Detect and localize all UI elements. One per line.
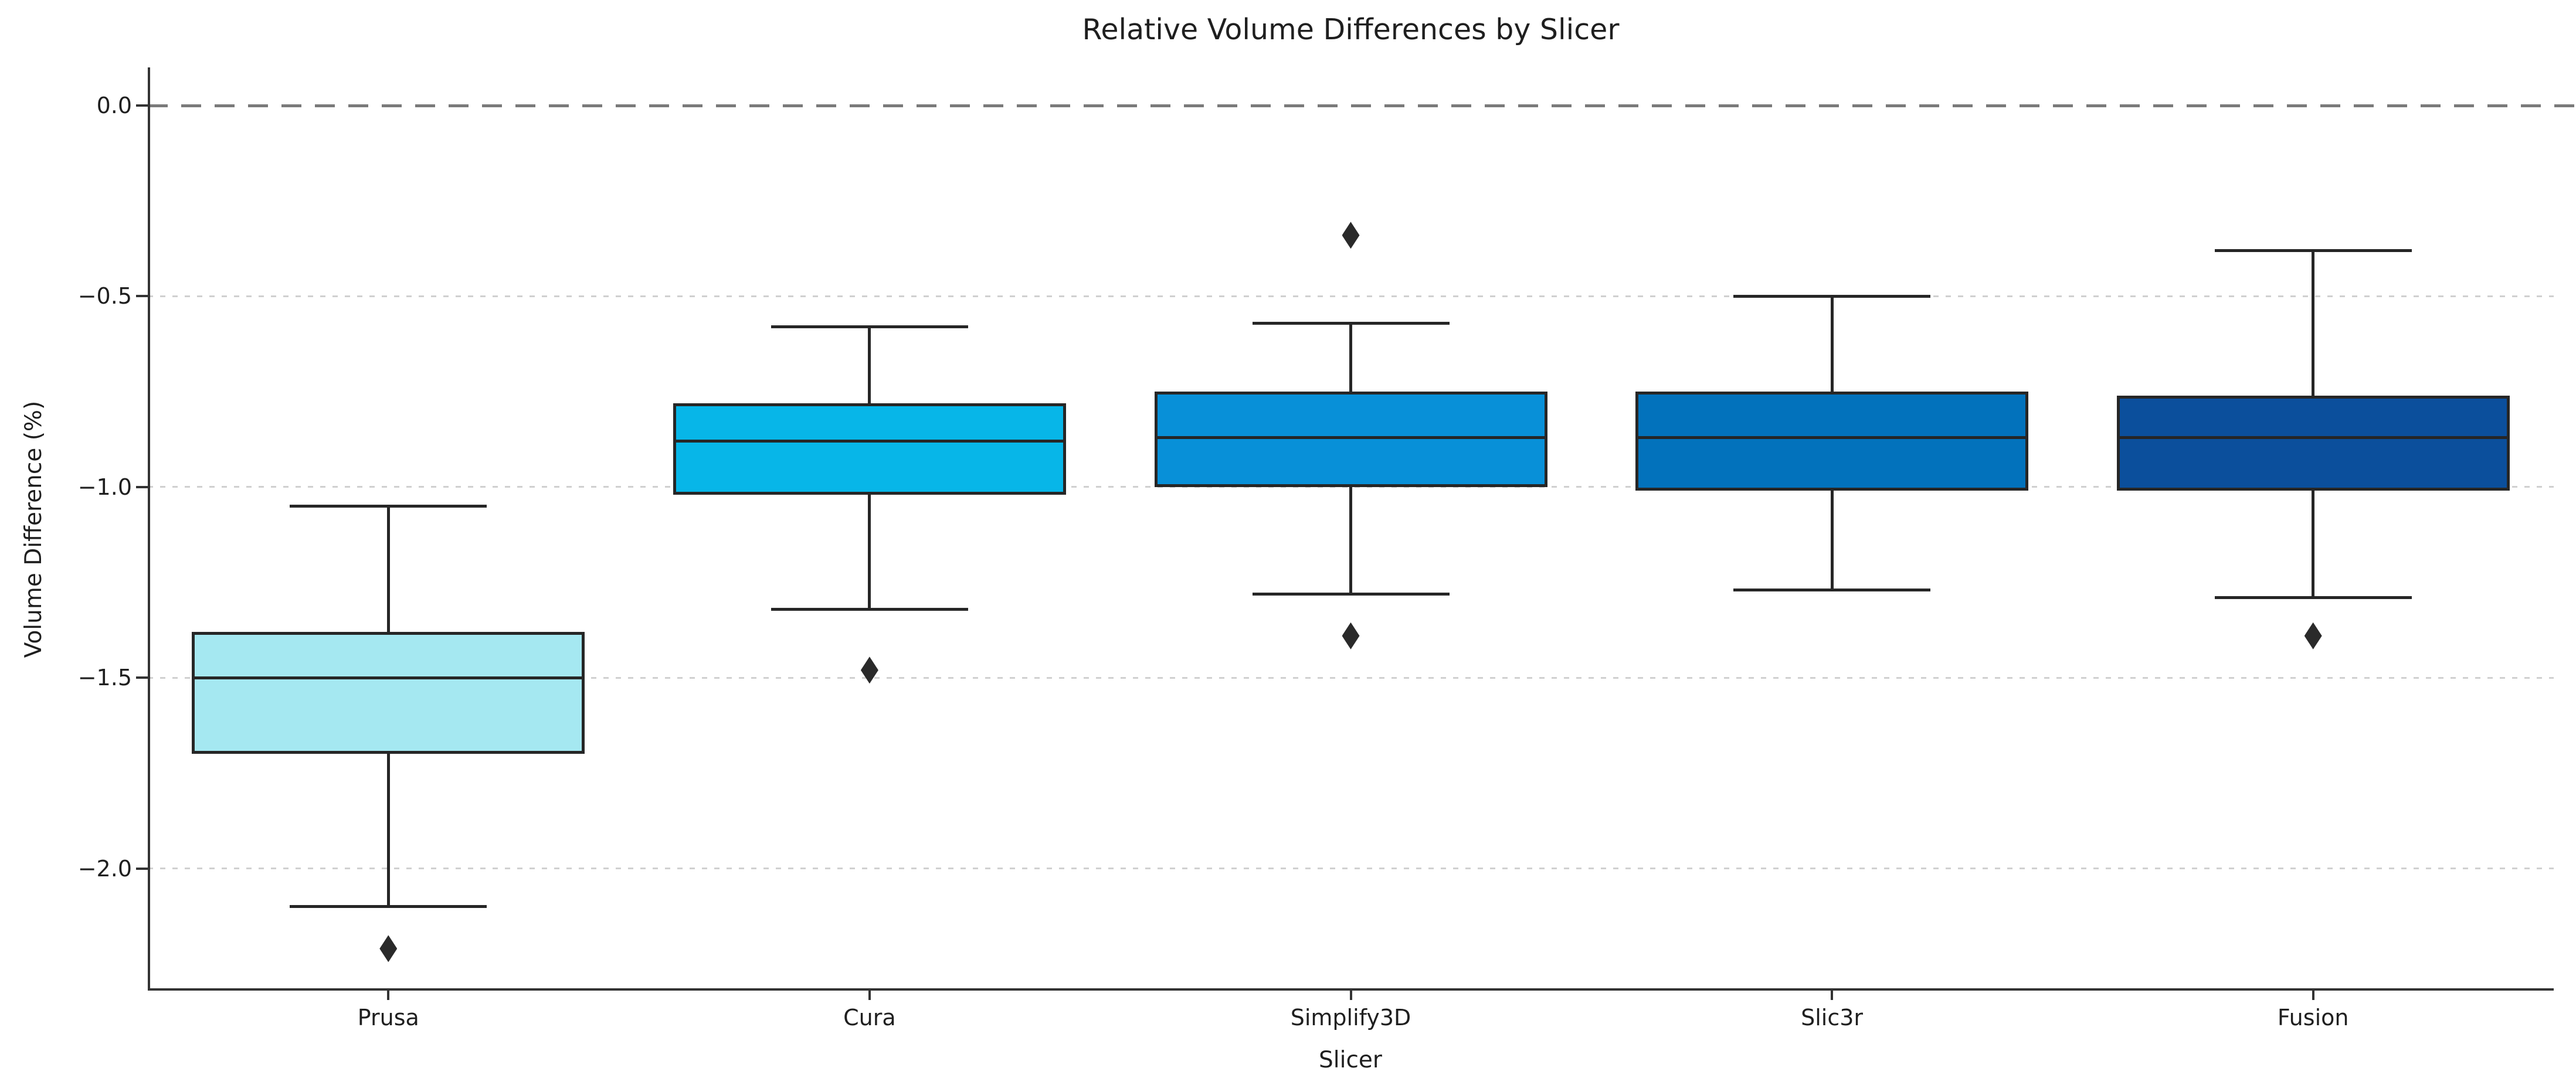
y-tick-mark <box>136 104 148 107</box>
whisker-cap-upper <box>2214 249 2412 252</box>
whisker-lower-line <box>1830 491 1834 590</box>
whisker-upper-line <box>1830 296 1834 392</box>
x-tick-label: Cura <box>843 1005 896 1030</box>
whisker-cap-upper <box>1733 294 1931 298</box>
outlier-diamond <box>860 657 878 684</box>
y-tick-label: −1.5 <box>77 665 132 691</box>
outlier-diamond <box>1342 622 1360 649</box>
whisker-upper-line <box>386 506 390 632</box>
x-axis-label: Slicer <box>1319 1047 1382 1073</box>
box-fusion <box>2116 395 2510 491</box>
median-line <box>673 440 1066 443</box>
whisker-cap-upper <box>1252 321 1450 325</box>
x-tick-label: Fusion <box>2277 1005 2349 1030</box>
y-tick-label: 0.0 <box>96 93 132 119</box>
y-tick-label: −1.0 <box>77 474 132 500</box>
whisker-cap-lower <box>1733 589 1931 592</box>
y-tick-mark <box>136 485 148 488</box>
whisker-lower-line <box>386 754 390 907</box>
whisker-cap-lower <box>2214 596 2412 600</box>
outlier-diamond <box>2304 622 2322 649</box>
box-prusa <box>192 632 585 754</box>
chart-title: Relative Volume Differences by Slicer <box>1082 13 1620 46</box>
x-tick-label: Slic3r <box>1801 1005 1864 1030</box>
median-line <box>1154 436 1547 439</box>
x-tick-mark <box>387 991 390 1000</box>
x-tick-mark <box>2312 991 2314 1000</box>
whisker-cap-upper <box>771 325 968 329</box>
x-tick-mark <box>868 991 871 1000</box>
zero-reference-line <box>148 104 2576 107</box>
box-simplify3d <box>1154 392 1547 487</box>
gridline <box>148 676 2554 679</box>
whisker-upper-line <box>2312 250 2315 396</box>
outlier-diamond <box>1342 222 1360 249</box>
x-tick-mark <box>1349 991 1352 1000</box>
y-tick-mark <box>136 295 148 298</box>
whisker-cap-upper <box>290 504 487 508</box>
x-tick-label: Prusa <box>357 1005 419 1030</box>
whisker-upper-line <box>1349 323 1352 392</box>
whisker-upper-line <box>868 326 871 403</box>
gridline <box>148 868 2554 870</box>
y-tick-label: −0.5 <box>77 283 132 309</box>
whisker-cap-lower <box>771 607 968 611</box>
x-tick-label: Simplify3D <box>1290 1005 1411 1030</box>
whisker-lower-line <box>1349 487 1352 594</box>
whisker-lower-line <box>868 494 871 610</box>
median-line <box>1635 436 2029 439</box>
outlier-diamond <box>379 935 398 962</box>
box-slic3r <box>1635 392 2029 491</box>
y-tick-mark <box>136 676 148 679</box>
y-axis-label: Volume Difference (%) <box>21 400 47 658</box>
median-line <box>192 676 585 679</box>
box-cura <box>673 403 1066 495</box>
median-line <box>2116 436 2510 439</box>
whisker-lower-line <box>2312 491 2315 598</box>
whisker-cap-lower <box>1252 592 1450 596</box>
y-tick-label: −2.0 <box>77 855 132 882</box>
gridline <box>148 295 2554 297</box>
y-tick-mark <box>136 867 148 870</box>
whisker-cap-lower <box>290 905 487 909</box>
x-tick-mark <box>1831 991 1834 1000</box>
